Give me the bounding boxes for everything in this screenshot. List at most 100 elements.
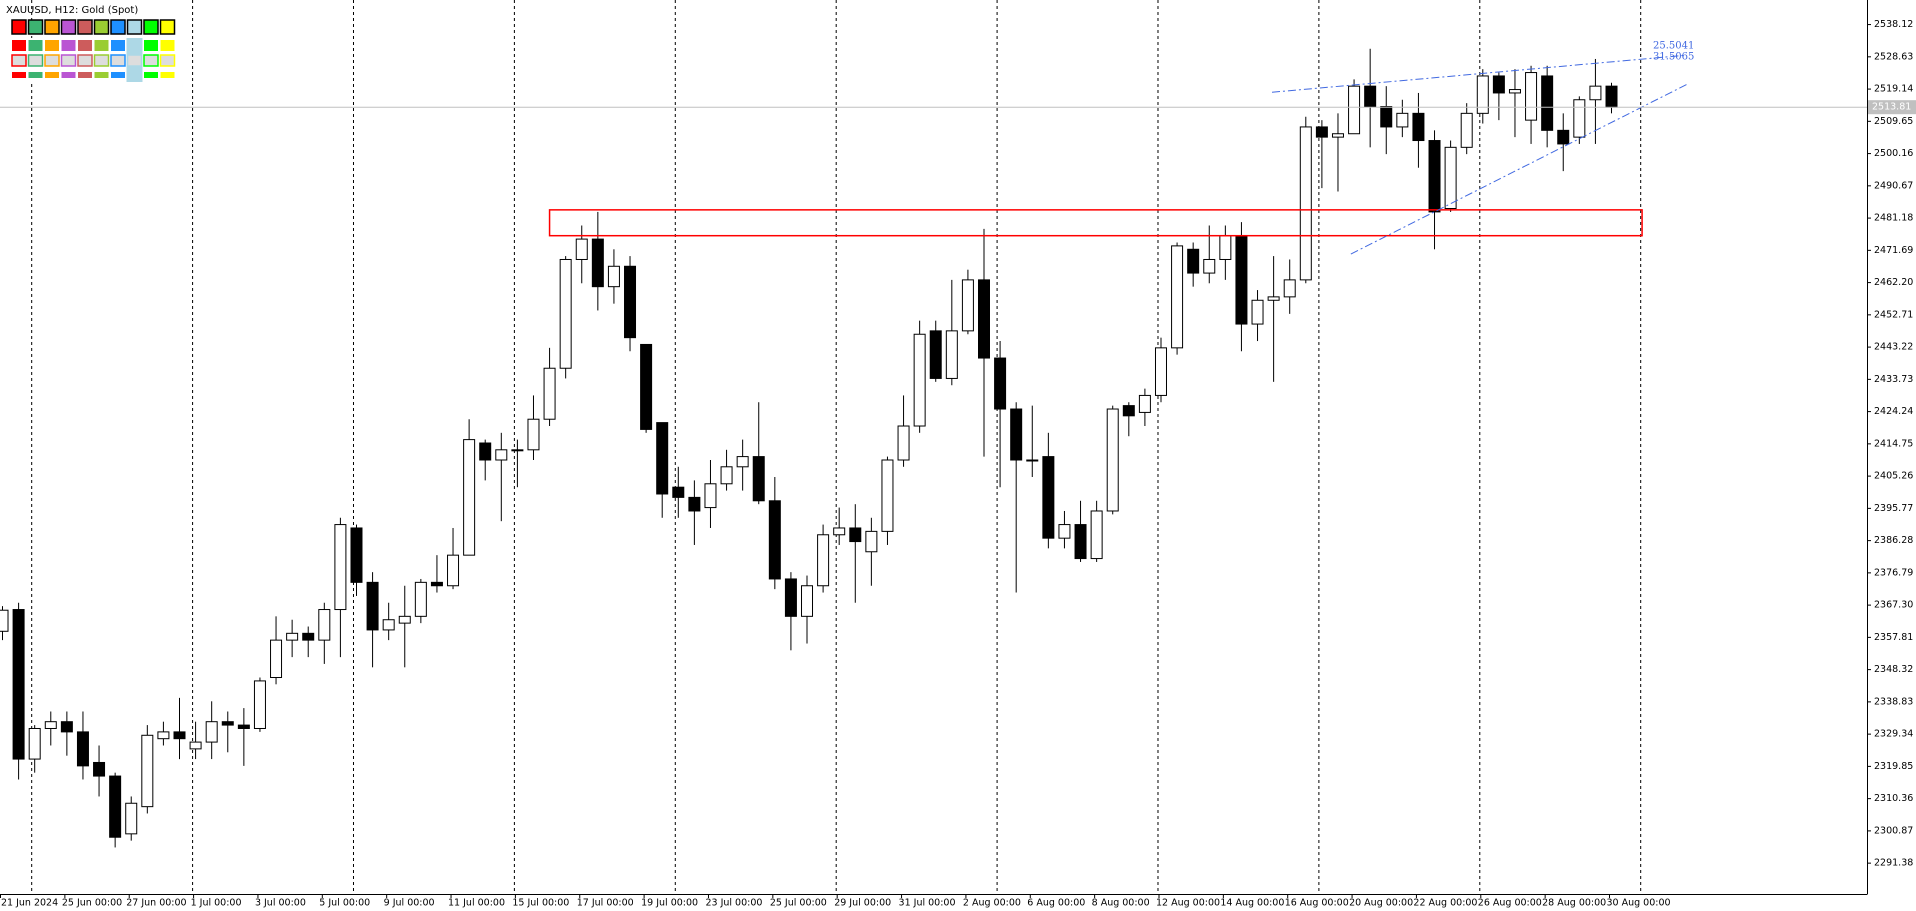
palette-swatch[interactable] [77,19,93,35]
candle-body [527,418,540,451]
chart-title: XAUUSD, H12: Gold (Spot) [6,5,138,16]
palette-swatch[interactable] [110,19,126,35]
trendline-label: 25.5041 [1653,41,1694,52]
candle-body [881,459,894,532]
candle-body [1074,524,1087,560]
palette-swatch[interactable] [160,72,175,78]
palette-swatch[interactable] [12,72,26,78]
palette-swatch[interactable] [61,40,76,51]
x-tick-label: 15 Jul 00:00 [512,898,569,909]
palette-swatch[interactable] [93,19,110,35]
candle-body [575,238,588,260]
candle-body [302,632,315,641]
palette-swatch[interactable] [45,72,59,78]
candle-body [221,721,234,726]
candle-body [173,731,186,740]
candle-body [1235,235,1248,325]
candle-body [125,802,138,835]
candle-body [1508,89,1521,94]
candle-body [1573,99,1586,138]
palette-swatch[interactable] [28,40,43,51]
palette-swatch[interactable] [111,72,125,78]
candle-body [463,439,476,556]
x-tick-label: 28 Aug 00:00 [1542,898,1606,909]
palette-swatch[interactable] [61,72,76,78]
palette-swatch[interactable] [60,54,77,67]
palette-swatch[interactable] [126,54,143,67]
palette-swatch[interactable] [126,19,143,35]
palette-swatch[interactable] [127,40,142,51]
palette-swatch[interactable] [12,40,26,51]
palette-swatch[interactable] [77,54,93,67]
palette-swatch[interactable] [143,54,159,67]
x-tick-label: 29 Jul 00:00 [834,898,891,909]
x-tick-label: 23 Jul 00:00 [705,898,762,909]
resistance-zone [548,209,1643,237]
candle-body [398,615,411,624]
x-tick-label: 9 Jul 00:00 [384,898,435,909]
candle-body [994,357,1007,410]
palette-swatch[interactable] [144,72,158,78]
x-tick-label: 6 Aug 00:00 [1027,898,1085,909]
palette-swatch[interactable] [160,40,175,51]
y-tick-label: 2538.12 [1874,19,1913,30]
candle-body [1299,126,1312,281]
candle-body [1428,140,1441,213]
palette-swatch[interactable] [94,40,109,51]
candle-body [286,632,299,641]
x-tick-label: 3 Jul 00:00 [255,898,306,909]
candle-body [511,449,524,452]
y-tick-label: 2452.71 [1874,309,1913,320]
palette-swatch[interactable] [44,54,60,67]
palette-swatch[interactable] [127,72,142,78]
candle-body [157,731,170,740]
palette-swatch[interactable] [144,40,158,51]
candle-body [0,609,9,632]
candle-body [382,619,395,631]
palette-swatch[interactable] [28,72,43,78]
candle-body [607,265,620,288]
candle-body [189,741,202,750]
candle-body [1492,75,1505,94]
x-tick-label: 27 Jun 00:00 [126,898,186,909]
candle-body [543,367,556,420]
candle-body [1396,112,1409,128]
color-palette[interactable] [11,19,176,82]
palette-swatch[interactable] [11,19,27,35]
candle-body [109,775,122,838]
palette-swatch[interactable] [44,19,60,35]
palette-swatch[interactable] [159,19,176,35]
palette-swatch[interactable] [60,19,77,35]
candle-body [672,486,685,498]
candle-body [1267,296,1280,301]
x-tick-label: 14 Aug 00:00 [1220,898,1284,909]
y-tick-label: 2471.69 [1874,245,1913,256]
palette-swatch[interactable] [27,54,44,67]
candle-body [1058,524,1071,539]
palette-swatch[interactable] [78,40,92,51]
x-tick-label: 22 Aug 00:00 [1413,898,1477,909]
x-tick-label: 12 Aug 00:00 [1156,898,1220,909]
y-tick-label: 2414.75 [1874,438,1913,449]
palette-swatch[interactable] [93,54,110,67]
x-tick-label: 25 Jul 00:00 [770,898,827,909]
palette-swatch[interactable] [27,19,44,35]
y-tick-label: 2357.81 [1874,632,1913,643]
candle-body [929,330,942,379]
candle-body [961,279,974,332]
palette-swatch[interactable] [110,54,126,67]
palette-swatch[interactable] [94,72,109,78]
candle-body [849,527,862,543]
palette-swatch[interactable] [159,54,176,67]
y-tick-label: 2490.67 [1874,180,1913,191]
palette-swatch[interactable] [45,40,59,51]
candle-body [897,425,910,461]
palette-swatch[interactable] [111,40,125,51]
y-tick-label: 2500.16 [1874,148,1913,159]
palette-swatch[interactable] [78,72,92,78]
candle-body [865,530,878,553]
palette-swatch[interactable] [11,54,27,67]
palette-swatch[interactable] [143,19,159,35]
candle-body [1605,85,1618,108]
